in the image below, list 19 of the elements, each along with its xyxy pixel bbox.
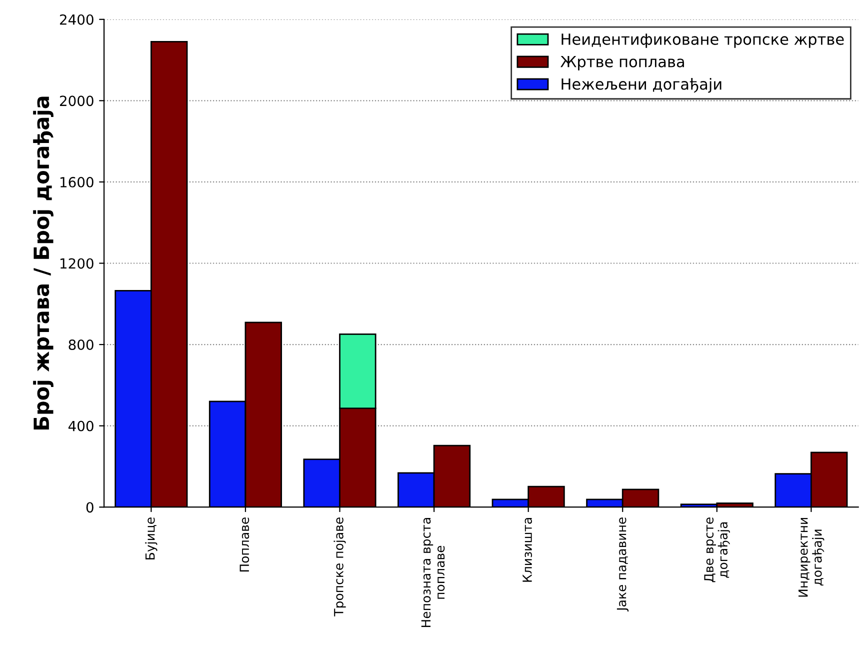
y-tick-label: 2000 [60, 96, 94, 106]
x-tick-label: Индиректни догађаји [798, 518, 824, 597]
legend-label: Неидентификоване тропске жртве [562, 34, 844, 48]
y-tick-label: 1200 [60, 258, 94, 269]
legend-label: Нежељени догађаји [562, 78, 722, 93]
y-tick-label: 0 [86, 502, 94, 513]
x-tick-label: Клизишта [522, 518, 532, 582]
y-tick-label: 2400 [60, 14, 94, 25]
x-tick-label: Непозната врста поплаве [421, 518, 445, 628]
y-axis-title: Број жртава / Број догађаја [33, 96, 54, 430]
x-tick-label: Две врсте догађаја [704, 518, 730, 582]
x-tick-label: Јаке падавине [616, 518, 629, 612]
x-tick-label: Поплаве [240, 518, 250, 572]
x-tick-label: Бујице [145, 518, 158, 560]
y-tick-label: 400 [68, 420, 94, 432]
y-tick-label: 1600 [60, 176, 94, 188]
legend-label: Жртве поплава [560, 56, 684, 70]
x-tick-label: Тропске појаве [334, 518, 346, 616]
y-tick-label: 800 [68, 340, 94, 350]
